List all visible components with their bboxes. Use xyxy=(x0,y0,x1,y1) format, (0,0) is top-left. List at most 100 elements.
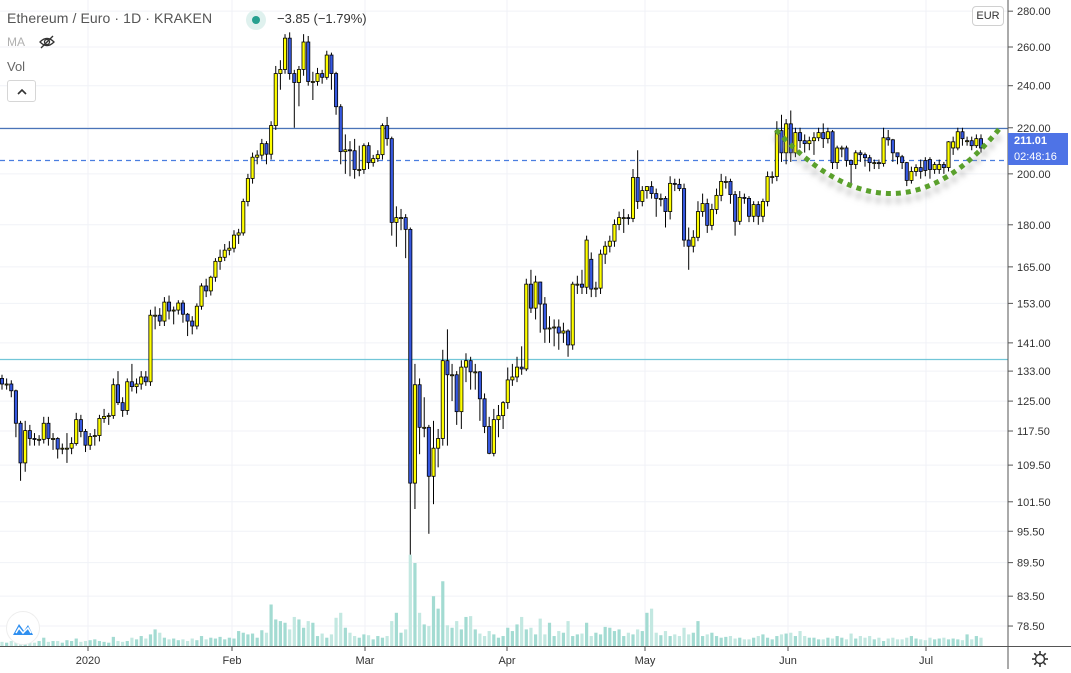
candle-down xyxy=(482,398,487,427)
volume-bar xyxy=(793,636,798,646)
tradingview-logo[interactable] xyxy=(6,611,40,645)
volume-bar xyxy=(524,629,528,646)
horizontal-lines[interactable] xyxy=(0,127,1008,361)
volume-bar xyxy=(849,633,853,646)
volume-bar xyxy=(673,634,677,646)
candle-up xyxy=(575,283,580,286)
logo-icon xyxy=(13,624,33,635)
volume-bar xyxy=(297,619,301,646)
volume-bar xyxy=(237,631,241,646)
candle-up xyxy=(951,141,956,149)
currency-button[interactable]: EUR xyxy=(972,6,1004,26)
rounded-bottom-arc[interactable] xyxy=(773,126,1003,204)
volume-bar xyxy=(719,637,723,646)
candle-up xyxy=(631,177,636,219)
price-change: −3.85 (−1.79%) xyxy=(277,11,367,26)
volume-bar xyxy=(598,634,603,646)
volume-bar xyxy=(371,639,375,646)
candle-down xyxy=(115,384,120,404)
candle-down xyxy=(830,131,835,164)
volume-bar xyxy=(97,641,102,646)
volume-indicator-label[interactable]: Vol xyxy=(7,59,26,74)
symbol-title[interactable]: Ethereum / Euro · 1D · KRAKEN xyxy=(7,10,213,26)
candle-up xyxy=(41,422,46,440)
volume-bar xyxy=(311,622,315,646)
volume-bar xyxy=(283,622,287,646)
volume-bar xyxy=(436,608,440,646)
volume-bar xyxy=(264,632,269,646)
candle-down xyxy=(9,383,14,392)
volume-bar xyxy=(492,634,496,646)
volume-bar xyxy=(130,637,134,646)
candle-up xyxy=(74,419,79,444)
candle-down xyxy=(143,376,148,383)
candle-down xyxy=(867,157,872,164)
candle-down xyxy=(329,54,334,74)
candle-down xyxy=(635,177,640,202)
volume-bar xyxy=(42,637,46,646)
candle-down xyxy=(528,283,533,309)
gear-icon[interactable] xyxy=(1031,650,1049,673)
price-tick-label: 200.00 xyxy=(1017,169,1051,181)
volume-bar xyxy=(111,636,115,646)
volume-bar xyxy=(343,627,347,646)
volume-bar xyxy=(496,637,501,646)
candle-up xyxy=(584,239,589,288)
time-axis[interactable]: 2020 Feb Mar Apr May Jun Jul xyxy=(76,646,933,667)
candle-up xyxy=(825,131,830,140)
volume-bar xyxy=(895,639,900,646)
candle-down xyxy=(876,162,881,165)
candle-up xyxy=(617,217,622,225)
candle-up xyxy=(412,384,417,484)
volume-bar xyxy=(812,637,816,646)
candle-up xyxy=(218,256,223,262)
volume-bar xyxy=(631,634,635,646)
volume-bar xyxy=(844,639,849,646)
candle-up xyxy=(222,249,227,258)
candle-down xyxy=(264,143,269,155)
time-tick-label: Apr xyxy=(498,655,515,667)
candle-up xyxy=(278,69,283,74)
volume-bar xyxy=(770,639,774,646)
price-axis[interactable]: 280.00 260.00 240.00 220.00 200.00 180.00 165.… xyxy=(1008,6,1051,633)
volume-bar xyxy=(46,641,50,646)
candle-up xyxy=(807,140,812,145)
candle-down xyxy=(347,149,352,152)
volume-bar xyxy=(445,625,450,646)
volume-bar xyxy=(965,634,969,646)
price-tick-label: 240.00 xyxy=(1017,81,1051,93)
candle-down xyxy=(287,37,292,74)
candle-up xyxy=(612,224,617,242)
volume-bar xyxy=(0,641,4,646)
candle-down xyxy=(863,154,868,159)
candle-up xyxy=(194,305,199,327)
volume-bar xyxy=(506,627,510,646)
volume-bar xyxy=(399,632,403,646)
candle-up xyxy=(909,171,914,181)
collapse-legend-button[interactable] xyxy=(7,80,36,102)
candle-up xyxy=(524,283,529,370)
candle-up xyxy=(695,211,700,238)
candle-up xyxy=(607,240,612,247)
price-tick-label: 109.50 xyxy=(1017,460,1051,472)
volume-bar xyxy=(366,635,371,646)
candle-down xyxy=(338,106,343,153)
volume-bar xyxy=(102,641,106,646)
price-tick-label: 95.50 xyxy=(1017,526,1045,538)
eye-slash-icon[interactable] xyxy=(38,34,56,55)
ma-indicator-label[interactable]: MA xyxy=(7,35,25,49)
candle-down xyxy=(904,162,909,181)
volume-bar xyxy=(408,554,412,646)
grid xyxy=(0,0,1008,646)
time-tick-label: Mar xyxy=(356,655,375,667)
volume-bar xyxy=(144,638,148,646)
candle-up xyxy=(310,81,315,83)
volume-bar xyxy=(116,641,120,646)
volume-bar xyxy=(269,604,273,646)
candle-up xyxy=(283,37,288,70)
volume-bar xyxy=(32,642,37,646)
volume-bar xyxy=(74,638,78,646)
candle-up xyxy=(315,73,320,82)
volume-bar xyxy=(552,636,556,646)
